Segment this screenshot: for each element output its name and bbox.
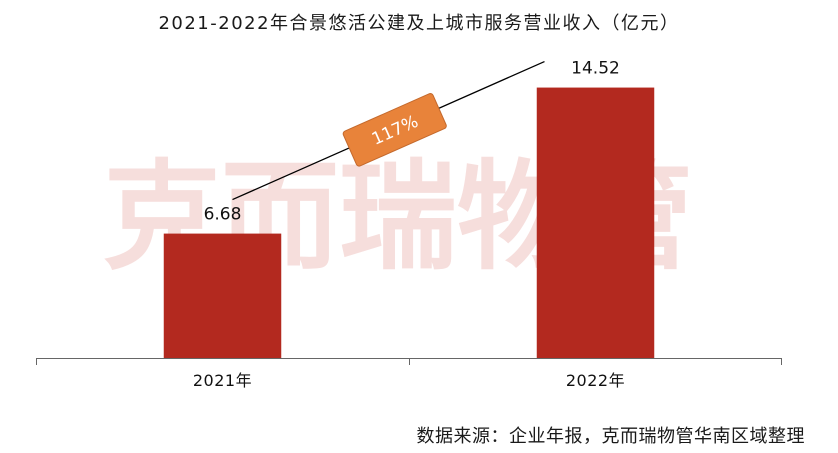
growth-rate-box bbox=[342, 93, 447, 167]
chart-title: 2021-2022年合景悠活公建及上城市服务营业收入（亿元） bbox=[158, 13, 679, 34]
data-label-1: 6.68 bbox=[204, 205, 242, 225]
growth-rate-badge: 117% bbox=[342, 93, 447, 167]
bar-group bbox=[163, 87, 655, 358]
source-note: 数据来源：企业年报，克而瑞物管华南区域整理 bbox=[417, 426, 806, 447]
data-label-2: 14.52 bbox=[571, 59, 620, 79]
category-label-2: 2022年 bbox=[566, 371, 625, 390]
category-label-group: 2021年 2022年 bbox=[193, 371, 625, 390]
category-label-1: 2021年 bbox=[193, 371, 252, 390]
data-label-group: 6.68 14.52 bbox=[204, 59, 620, 225]
bar-2 bbox=[536, 87, 655, 358]
x-axis bbox=[36, 358, 782, 365]
bar-1 bbox=[163, 233, 282, 358]
